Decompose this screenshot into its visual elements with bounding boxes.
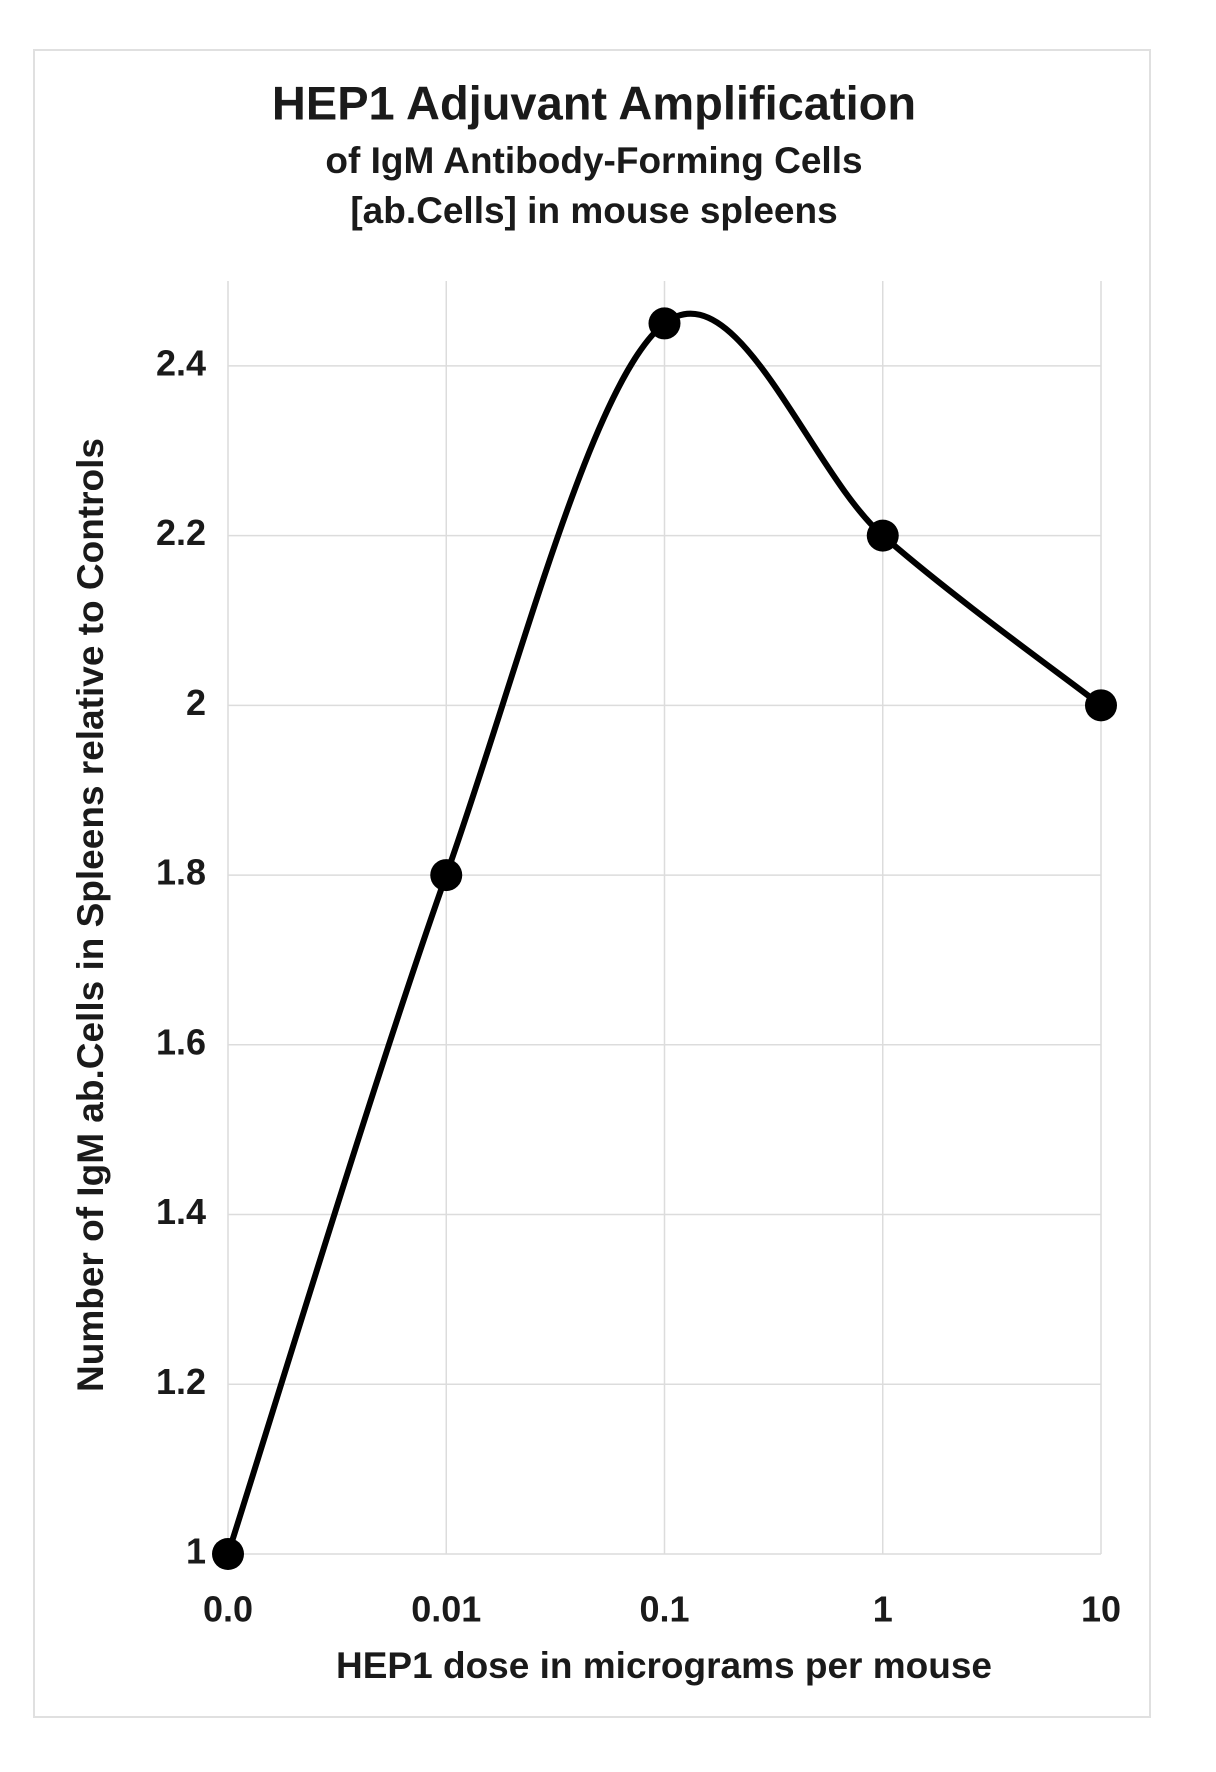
y-tick-label: 1.4: [156, 1191, 206, 1232]
x-tick-label: 0.1: [639, 1589, 689, 1630]
y-tick-label: 2: [186, 682, 206, 723]
chart-title: HEP1 Adjuvant Amplification: [272, 76, 916, 129]
data-point: [430, 859, 463, 892]
x-tick-label: 10: [1081, 1589, 1121, 1630]
x-tick-label: 0.01: [411, 1589, 481, 1630]
y-tick-label: 1.2: [156, 1361, 206, 1402]
data-point: [866, 519, 899, 552]
y-tick-label: 1: [186, 1531, 206, 1572]
data-point: [1085, 689, 1117, 722]
y-tick-label: 1.6: [156, 1021, 206, 1062]
data-point: [648, 307, 681, 340]
x-axis-label: HEP1 dose in micrograms per mouse: [336, 1645, 992, 1686]
data-line: [225, 311, 1103, 1555]
x-tick-label: 0.0: [203, 1589, 253, 1630]
data-point: [212, 1538, 244, 1570]
y-tick-label: 2.2: [156, 512, 206, 553]
plot-area: 1 1.2 1.4 1.6 1.8 2 2.2 2.4 0.0 0.01 0.1 1 10: [156, 281, 1121, 1630]
chart-subtitle: [ab.Cells] in mouse spleens: [350, 190, 837, 231]
chart-subtitle: of IgM Antibody-Forming Cells: [325, 140, 862, 181]
y-tick-label: 2.4: [156, 342, 206, 383]
y-tick-label: 1.8: [156, 852, 206, 893]
y-axis-label: Number of IgM ab.Cells in Spleens relati…: [70, 438, 111, 1392]
chart-frame: [33, 49, 1151, 1718]
x-tick-label: 1: [873, 1589, 893, 1630]
